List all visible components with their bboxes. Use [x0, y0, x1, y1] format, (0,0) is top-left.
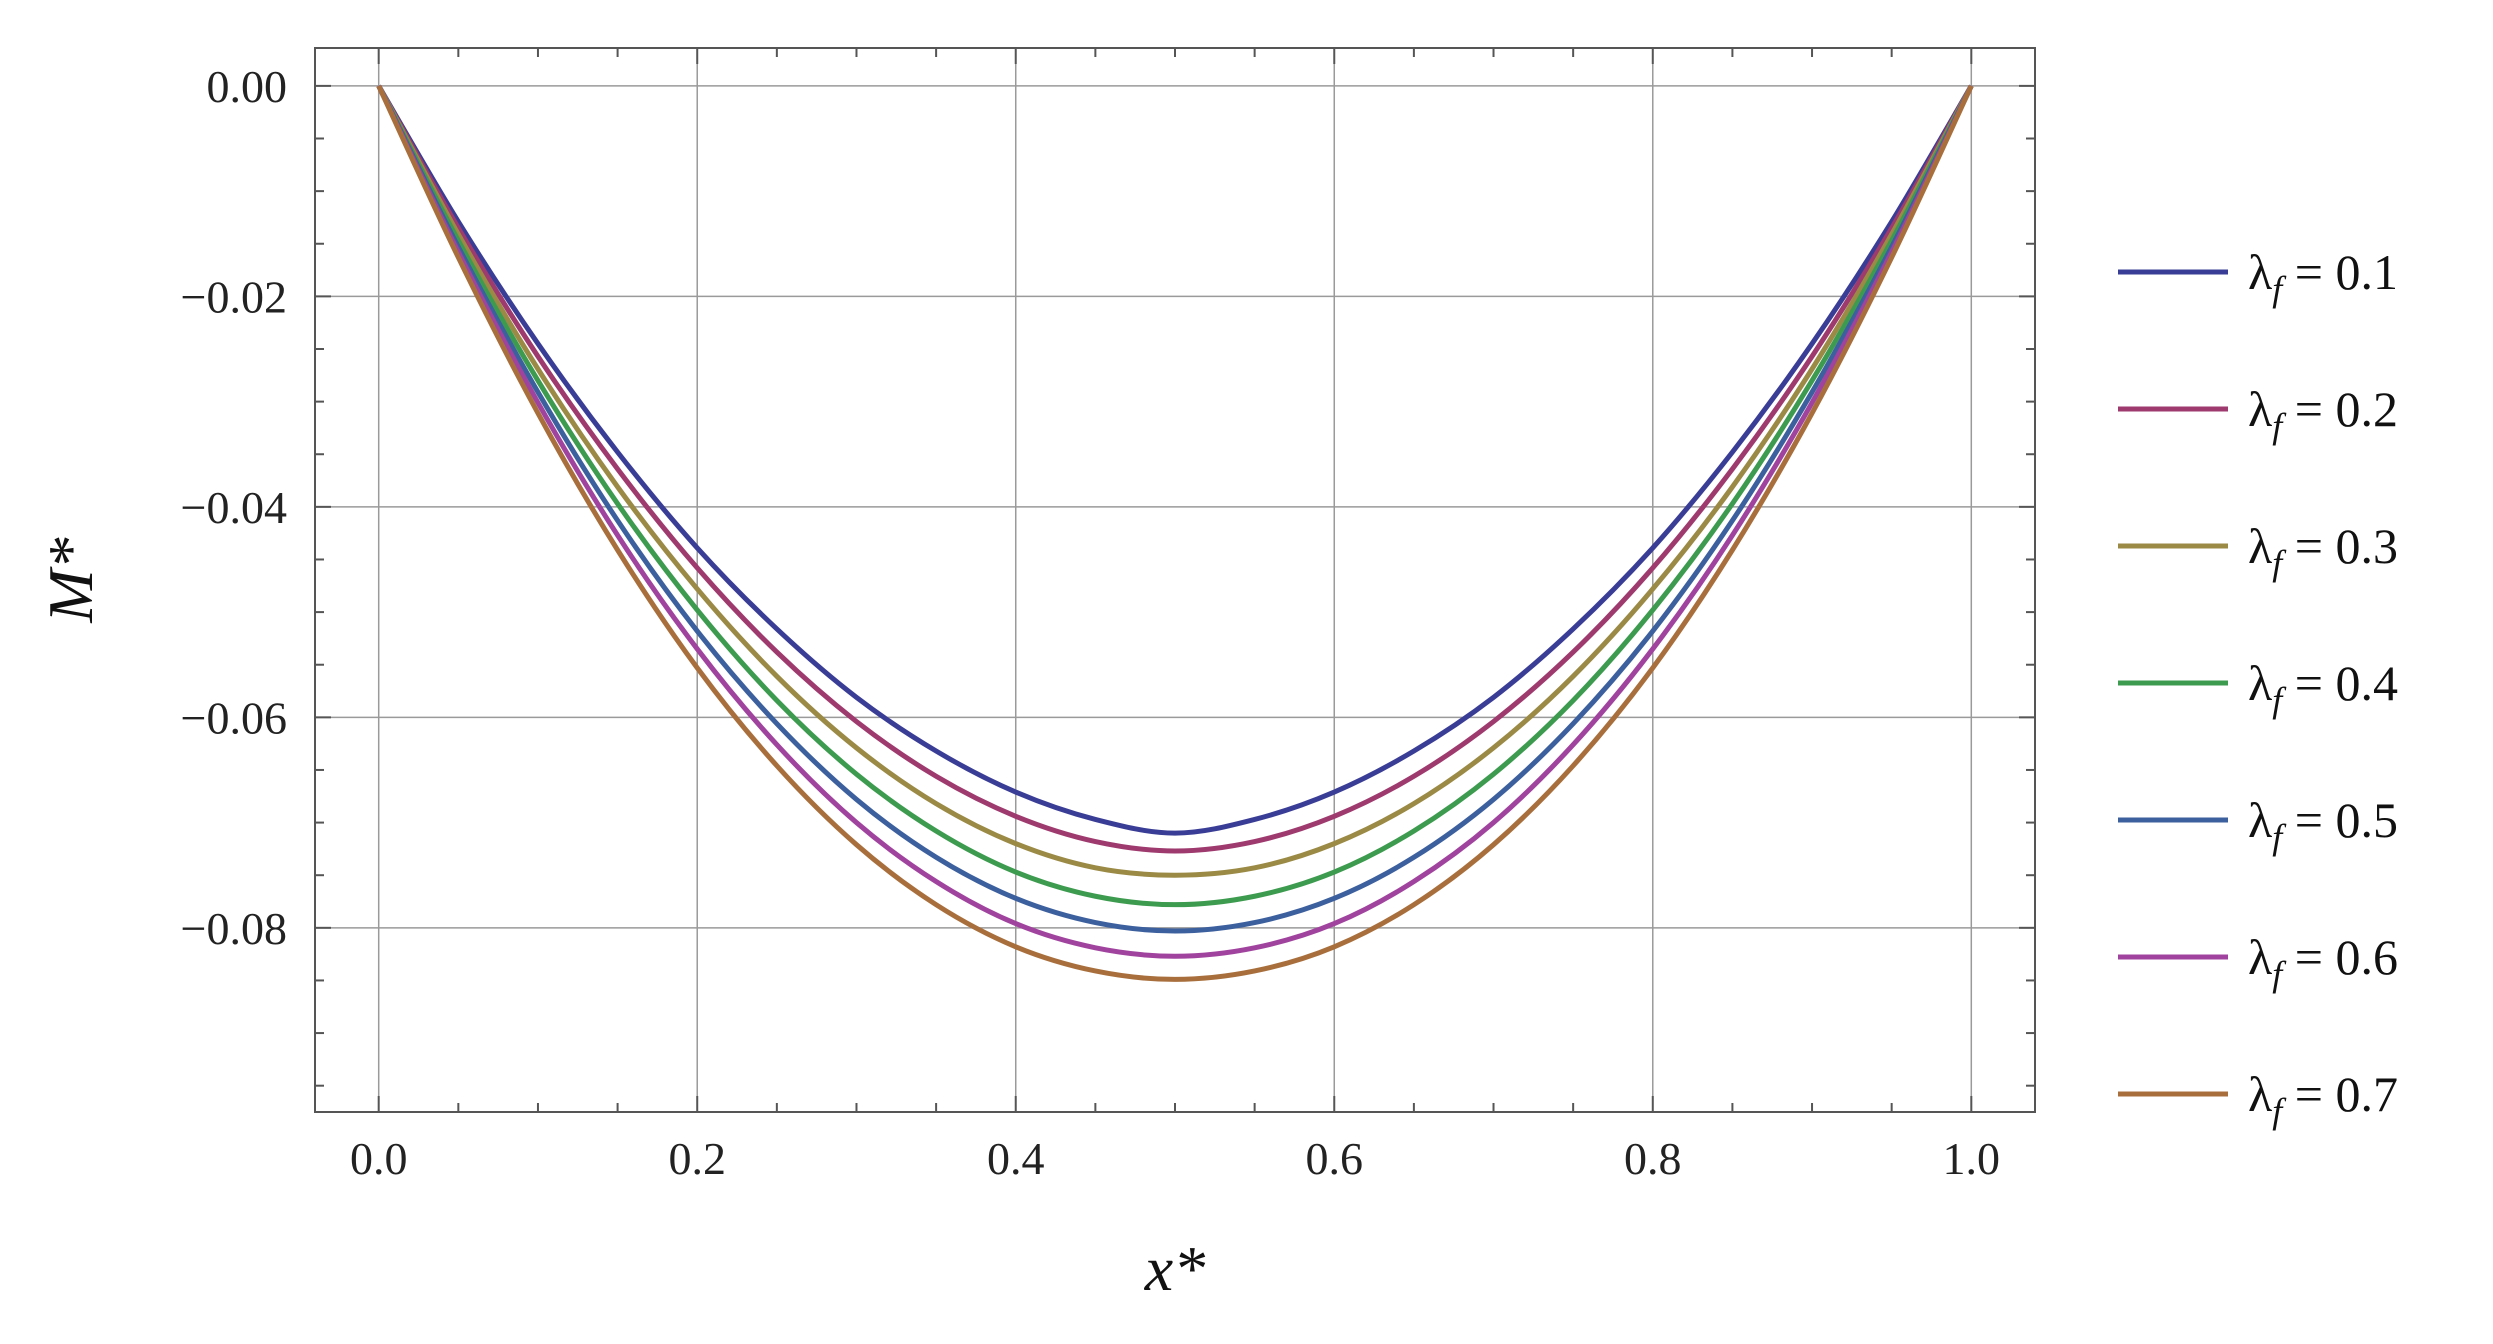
- legend: λf = 0.1 λf = 0.2 λf = 0.3 λf = 0.4 λf = 0.5…: [2118, 244, 2398, 1131]
- y-tick-label: −0.04: [181, 482, 287, 533]
- legend-label: λf = 0.3: [2248, 518, 2398, 583]
- legend-label: λf = 0.4: [2248, 655, 2398, 720]
- legend-item: λf = 0.4: [2118, 655, 2398, 720]
- legend-item: λf = 0.7: [2118, 1066, 2398, 1131]
- series-line-3: [376, 84, 1974, 878]
- legend-item: λf = 0.5: [2118, 792, 2398, 857]
- legend-label: λf = 0.1: [2248, 244, 2398, 309]
- y-axis-label: M*: [35, 537, 106, 623]
- x-tick-label: 0.2: [668, 1133, 726, 1184]
- axis-ticks: 0.0 0.2 0.4 0.6 0.8 1.0 0.00 −0.02 −0.04 −0.06 −0.…: [181, 48, 2035, 1184]
- series-lines: [376, 84, 1974, 982]
- series-line-6: [376, 84, 1974, 959]
- legend-label: λf = 0.2: [2248, 381, 2398, 446]
- x-axis-label: x*: [1144, 1233, 1205, 1304]
- y-tick-label: 0.00: [207, 61, 288, 112]
- legend-item: λf = 0.2: [2118, 381, 2398, 446]
- plot-frame: [314, 47, 2036, 1113]
- grid: [315, 48, 2035, 1112]
- legend-label: λf = 0.6: [2248, 929, 2398, 994]
- series-line-2: [376, 84, 1974, 854]
- series-line-7: [376, 84, 1974, 982]
- legend-label: λf = 0.5: [2248, 792, 2398, 857]
- y-tick-label: −0.06: [181, 692, 287, 743]
- series-line-4: [376, 84, 1974, 908]
- legend-item: λf = 0.3: [2118, 518, 2398, 583]
- x-tick-label: 1.0: [1943, 1133, 2001, 1184]
- x-tick-label: 0.6: [1306, 1133, 1364, 1184]
- legend-item: λf = 0.1: [2118, 244, 2398, 309]
- x-tick-label: 0.0: [350, 1133, 408, 1184]
- legend-label: λf = 0.7: [2248, 1066, 2398, 1131]
- legend-item: λf = 0.6: [2118, 929, 2398, 994]
- y-tick-label: −0.08: [181, 903, 287, 954]
- x-tick-label: 0.4: [987, 1133, 1045, 1184]
- series-line-5: [376, 84, 1974, 934]
- x-tick-label: 0.8: [1624, 1133, 1682, 1184]
- series-line-1: [376, 84, 1974, 836]
- y-tick-label: −0.02: [181, 271, 287, 322]
